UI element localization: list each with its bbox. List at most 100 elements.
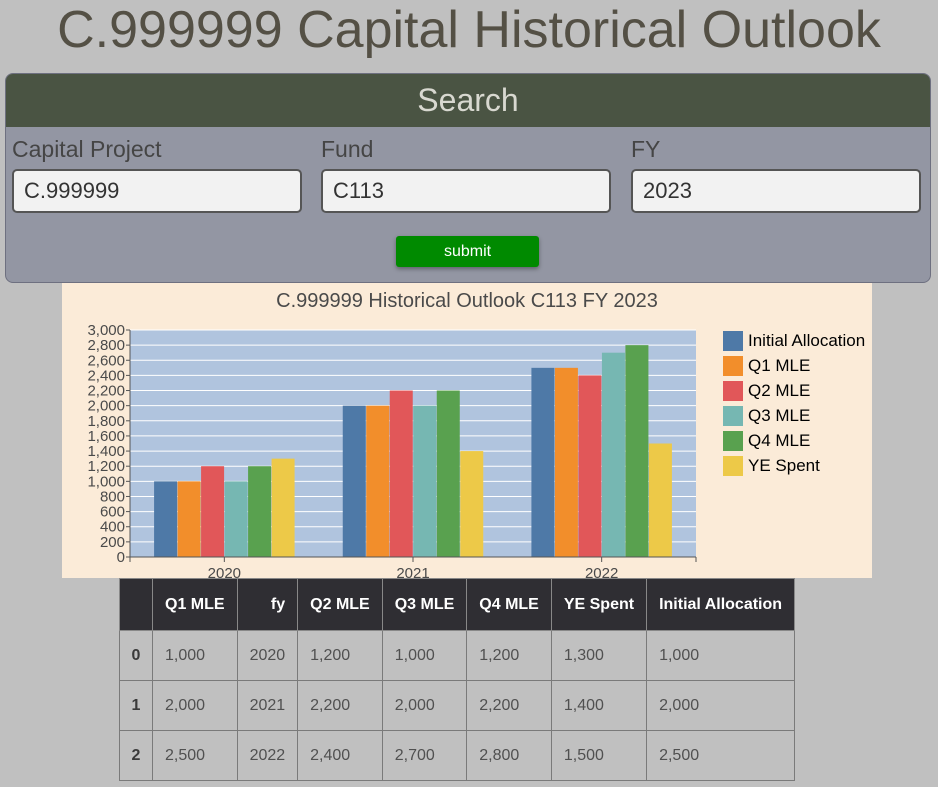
fy-label: FY xyxy=(631,136,661,162)
y-tick-label: 1,600 xyxy=(87,428,125,445)
y-tick-label: 1,800 xyxy=(87,413,125,430)
legend-label: Q3 MLE xyxy=(748,406,810,425)
bar xyxy=(201,466,225,557)
bar xyxy=(460,451,484,557)
bar xyxy=(578,375,602,557)
legend-label: Initial Allocation xyxy=(748,331,865,350)
table-cell: 1,300 xyxy=(550,630,648,681)
table-cell: 2,800 xyxy=(466,730,552,781)
plot-area xyxy=(130,330,696,557)
y-tick-label: 2,400 xyxy=(87,367,125,384)
table-cell: 2,000 xyxy=(152,680,238,731)
table-cell: 2022 xyxy=(236,730,299,781)
table-cell: 1,200 xyxy=(466,630,552,681)
table-cell: 1,500 xyxy=(550,730,648,781)
table-header-q2-mle: Q2 MLE xyxy=(297,578,383,631)
bar xyxy=(413,405,437,557)
bar xyxy=(625,345,649,557)
bar xyxy=(271,458,295,557)
y-tick-label: 2,000 xyxy=(87,398,125,415)
bar xyxy=(601,352,625,557)
legend-label: Q1 MLE xyxy=(748,356,810,375)
legend-swatch xyxy=(723,381,743,401)
y-tick-label: 200 xyxy=(100,534,125,551)
y-tick-label: 600 xyxy=(100,504,125,521)
table-cell: 1,400 xyxy=(550,680,648,731)
y-tick-label: 3,000 xyxy=(87,322,125,339)
chart-title: C.999999 Historical Outlook C113 FY 2023 xyxy=(276,290,658,312)
chart-panel: C.999999 Historical Outlook C113 FY 2023… xyxy=(62,283,872,578)
table-cell: 1,000 xyxy=(152,630,238,681)
data-table: Q1 MLE fy Q2 MLE Q3 MLE Q4 MLE YE Spent … xyxy=(119,578,796,781)
legend-swatch xyxy=(723,331,743,351)
table-cell: 2,000 xyxy=(381,680,468,731)
page-title: C.999999 Capital Historical Outlook xyxy=(57,1,881,59)
capital-project-input[interactable] xyxy=(12,169,302,213)
bar xyxy=(366,405,390,557)
bar xyxy=(554,367,578,557)
table-header-fy: fy xyxy=(236,578,299,631)
legend-swatch xyxy=(723,356,743,376)
fund-label: Fund xyxy=(321,136,374,162)
legend-swatch xyxy=(723,431,743,451)
table-cell: 2,200 xyxy=(297,680,383,731)
bar xyxy=(531,367,555,557)
table-row: 2 2,500 2022 2,400 2,700 2,800 1,500 2,5… xyxy=(119,730,796,781)
y-tick-label: 2,600 xyxy=(87,352,125,369)
table-header-q1-mle: Q1 MLE xyxy=(152,578,238,631)
legend-label: Q2 MLE xyxy=(748,381,810,400)
legend-label: Q4 MLE xyxy=(748,431,810,450)
legend-swatch xyxy=(723,456,743,476)
table-cell: 2,400 xyxy=(297,730,383,781)
table-header-q3-mle: Q3 MLE xyxy=(381,578,468,631)
y-tick-label: 2,200 xyxy=(87,383,125,400)
table-header-row: Q1 MLE fy Q2 MLE Q3 MLE Q4 MLE YE Spent … xyxy=(119,578,796,631)
table-cell-index: 0 xyxy=(119,630,153,681)
y-tick-label: 1,400 xyxy=(87,443,125,460)
fy-input[interactable] xyxy=(631,169,921,213)
bar xyxy=(648,443,672,557)
search-header: Search xyxy=(6,74,930,127)
legend-swatch xyxy=(723,406,743,426)
bar xyxy=(248,466,272,557)
bar xyxy=(154,481,178,557)
table-cell: 1,000 xyxy=(381,630,468,681)
y-tick-label: 0 xyxy=(117,549,125,566)
table-row: 0 1,000 2020 1,200 1,000 1,200 1,300 1,0… xyxy=(119,630,796,681)
y-tick-label: 800 xyxy=(100,488,125,505)
table-cell: 1,200 xyxy=(297,630,383,681)
submit-button[interactable]: submit xyxy=(396,236,539,267)
fund-input[interactable] xyxy=(321,169,611,213)
table-header-ye-spent: YE Spent xyxy=(550,578,648,631)
x-tick-label: 2020 xyxy=(208,565,241,578)
y-tick-label: 1,000 xyxy=(87,473,125,490)
table-cell: 2020 xyxy=(236,630,299,681)
legend-label: YE Spent xyxy=(748,456,820,475)
table-header-initial-allocation: Initial Allocation xyxy=(646,578,796,631)
table-cell-index: 2 xyxy=(119,730,153,781)
table-cell: 1,000 xyxy=(646,630,796,681)
table-row: 1 2,000 2021 2,200 2,000 2,200 1,400 2,0… xyxy=(119,680,796,731)
y-tick-label: 400 xyxy=(100,519,125,536)
x-tick-label: 2022 xyxy=(585,565,618,578)
table-cell: 2,500 xyxy=(646,730,796,781)
search-panel: Search Capital Project Fund FY submit xyxy=(5,73,931,283)
table-cell: 2021 xyxy=(236,680,299,731)
table-cell: 2,500 xyxy=(152,730,238,781)
bar xyxy=(436,390,460,557)
x-tick-label: 2021 xyxy=(396,565,429,578)
bar xyxy=(389,390,413,557)
table-header-q4-mle: Q4 MLE xyxy=(466,578,552,631)
bar xyxy=(224,481,248,557)
bar xyxy=(177,481,201,557)
table-header-index xyxy=(119,578,153,631)
capital-project-label: Capital Project xyxy=(12,136,162,162)
bar xyxy=(342,405,366,557)
bar-chart: C.999999 Historical Outlook C113 FY 2023… xyxy=(87,290,865,578)
y-tick-label: 2,800 xyxy=(87,337,125,354)
table-cell: 2,000 xyxy=(646,680,796,731)
table-cell: 2,700 xyxy=(381,730,468,781)
table-cell: 2,200 xyxy=(466,680,552,731)
table-cell-index: 1 xyxy=(119,680,153,731)
y-tick-label: 1,200 xyxy=(87,458,125,475)
